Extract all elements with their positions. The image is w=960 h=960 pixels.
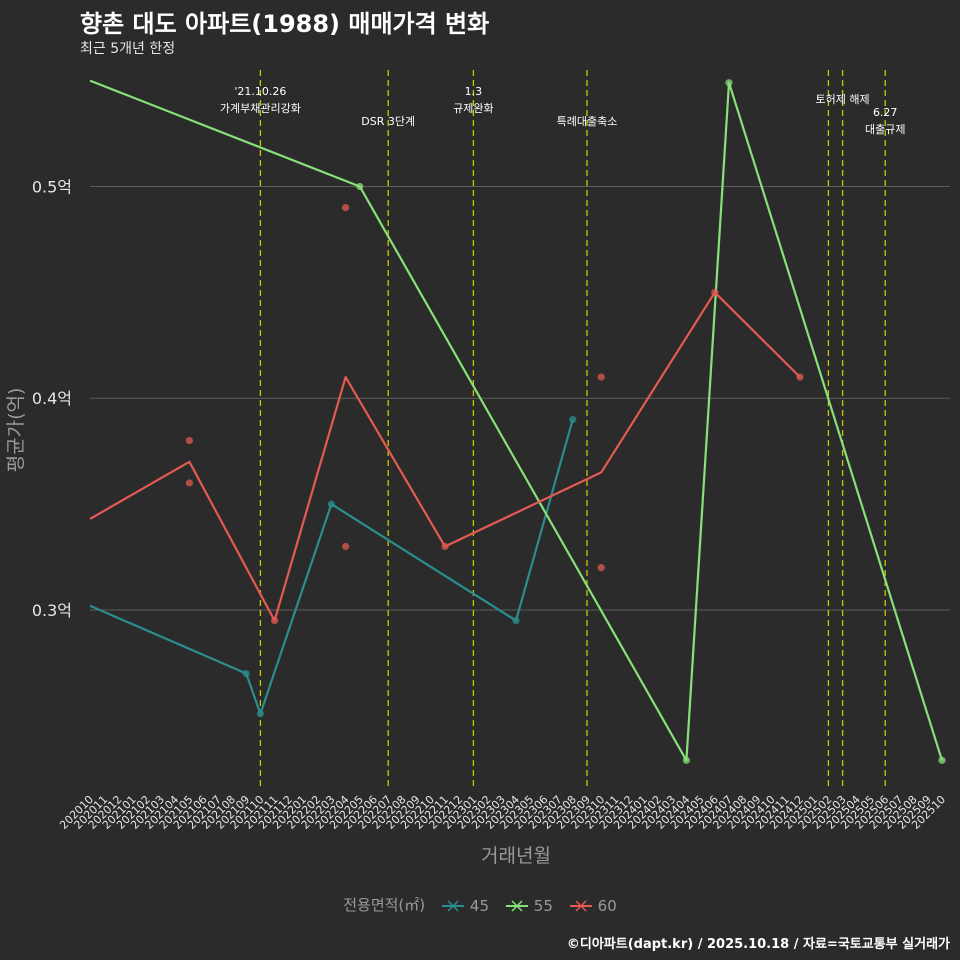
y-axis-title: 평균가(억) bbox=[5, 388, 27, 473]
event-label: 가계부채관리강화 bbox=[220, 102, 301, 115]
data-point-60 bbox=[711, 288, 719, 296]
legend-title: 전용면적(㎡) bbox=[343, 896, 426, 914]
data-point-45 bbox=[242, 669, 250, 678]
series-line-55 bbox=[89, 79, 944, 762]
legend-item-55: 55 bbox=[504, 896, 553, 915]
data-point-60 bbox=[185, 479, 193, 487]
data-point-60 bbox=[271, 616, 279, 625]
event-label: 6.27 bbox=[873, 106, 898, 119]
y-tick-label: 0.3억 bbox=[32, 601, 72, 620]
y-tick-label: 0.5억 bbox=[32, 177, 72, 196]
chart-subtitle: 최근 5개년 한정 bbox=[80, 41, 176, 57]
x-axis-title: 거래년월 bbox=[481, 845, 551, 867]
legend-item-60: 60 bbox=[568, 896, 617, 915]
data-point-45 bbox=[256, 710, 264, 718]
data-point-45 bbox=[569, 415, 577, 424]
data-point-60 bbox=[185, 436, 193, 445]
legend-key-60 bbox=[569, 900, 592, 912]
data-point-60 bbox=[441, 542, 449, 551]
data-point-60 bbox=[342, 204, 350, 212]
series-line-45 bbox=[89, 419, 574, 715]
data-point-60 bbox=[597, 564, 605, 572]
data-point-55 bbox=[725, 79, 733, 87]
data-point-55 bbox=[938, 756, 946, 764]
series-line-60 bbox=[89, 291, 801, 622]
legend-item-45: 45 bbox=[440, 896, 489, 915]
event-label: 토허제 해제 bbox=[816, 92, 870, 106]
legend: 전용면적(㎡) 45 55 60 bbox=[0, 894, 960, 915]
data-point-45 bbox=[327, 500, 335, 508]
event-label: '21.10.26 bbox=[234, 85, 286, 98]
footer-credit: ©디아파트(dapt.kr) / 2025.10.18 / 자료=국토교통부 실… bbox=[566, 937, 950, 952]
y-tick-label: 0.4억 bbox=[32, 389, 72, 408]
data-point-60 bbox=[796, 373, 804, 381]
data-point-55 bbox=[356, 182, 364, 191]
data-point-55 bbox=[682, 756, 691, 764]
data-point-60 bbox=[597, 373, 605, 381]
chart-title: 향촌 대도 아파트(1988) 매매가격 변화 bbox=[80, 10, 490, 38]
event-label: 1.3 bbox=[465, 85, 483, 98]
event-label: 규제완화 bbox=[453, 102, 493, 115]
event-label: DSR 3단계 bbox=[361, 115, 415, 128]
data-point-60 bbox=[342, 542, 350, 551]
data-point-45 bbox=[512, 616, 520, 625]
legend-label-60: 60 bbox=[597, 896, 617, 915]
event-label: 대출규제 bbox=[865, 123, 905, 136]
chart-area: 0.3억 0.4억 0.5억 '21.10.26 가계부채관리강화 DSR 3단계 1.3 규… bbox=[5, 70, 950, 867]
legend-key-45 bbox=[441, 900, 464, 912]
legend-label-55: 55 bbox=[533, 896, 553, 915]
event-label: 특례대출축소 bbox=[557, 115, 618, 128]
legend-label-45: 45 bbox=[469, 896, 490, 915]
legend-key-55 bbox=[505, 900, 528, 912]
